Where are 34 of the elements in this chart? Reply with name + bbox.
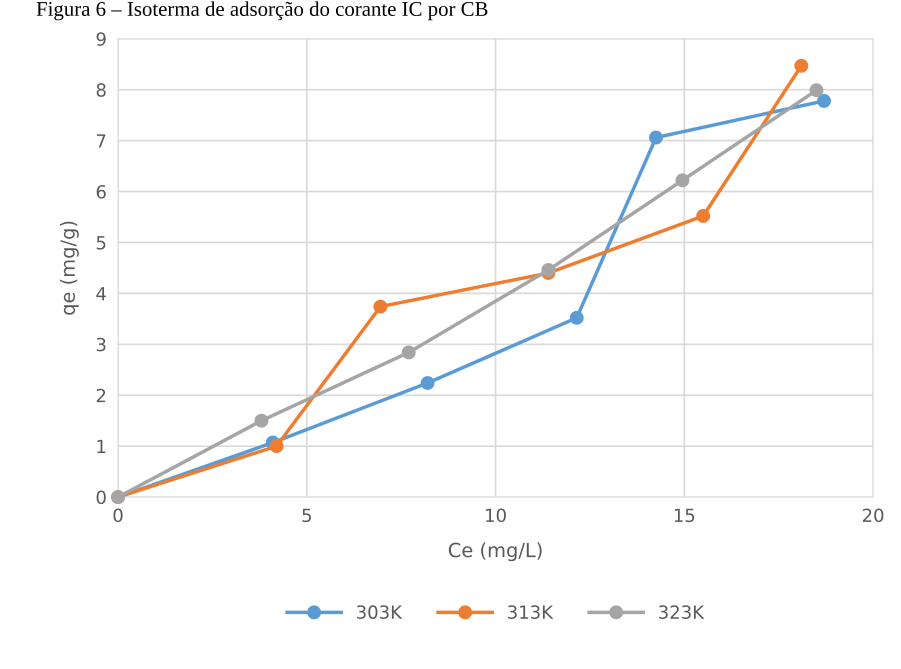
point: [373, 300, 388, 314]
y-tick-label: 9: [96, 32, 106, 46]
point: [420, 376, 435, 390]
point: [402, 346, 416, 360]
point: [541, 263, 556, 277]
point: [817, 94, 831, 108]
point: [254, 414, 268, 428]
y-tick-label: 3: [96, 338, 106, 352]
x-tick-label: 15: [674, 508, 694, 522]
legend-label: 303K: [357, 605, 402, 619]
y-tick-label: 2: [96, 388, 106, 402]
x-tick-label: 0: [113, 508, 123, 522]
y-tick-label: 0: [96, 490, 106, 504]
y-tick-label: 6: [96, 185, 106, 199]
point: [570, 310, 584, 325]
y-tick-label: 4: [96, 287, 106, 300]
y-axis-title: qe (mg/g): [60, 222, 79, 315]
y-tick-label: 8: [96, 83, 106, 97]
y-tick-label: 7: [96, 134, 106, 148]
point: [270, 439, 284, 454]
point: [696, 209, 710, 223]
x-axis-title: Ce (mg/L): [448, 542, 542, 562]
point: [649, 130, 663, 145]
y-tick-label: 1: [97, 440, 106, 454]
chart-title: Figura 6 – Isoterma de adsorção do corante IC por CB: [36, 1, 488, 20]
point: [675, 173, 690, 188]
x-tick-label: 5: [302, 508, 311, 522]
point: [794, 58, 808, 73]
legend-label: 313K: [508, 605, 554, 619]
y-tick-label: 5: [96, 236, 106, 250]
x-tick-label: 10: [486, 508, 506, 522]
point: [809, 83, 824, 98]
x-tick-label: 20: [862, 508, 884, 522]
legend-label: 323K: [659, 605, 704, 619]
